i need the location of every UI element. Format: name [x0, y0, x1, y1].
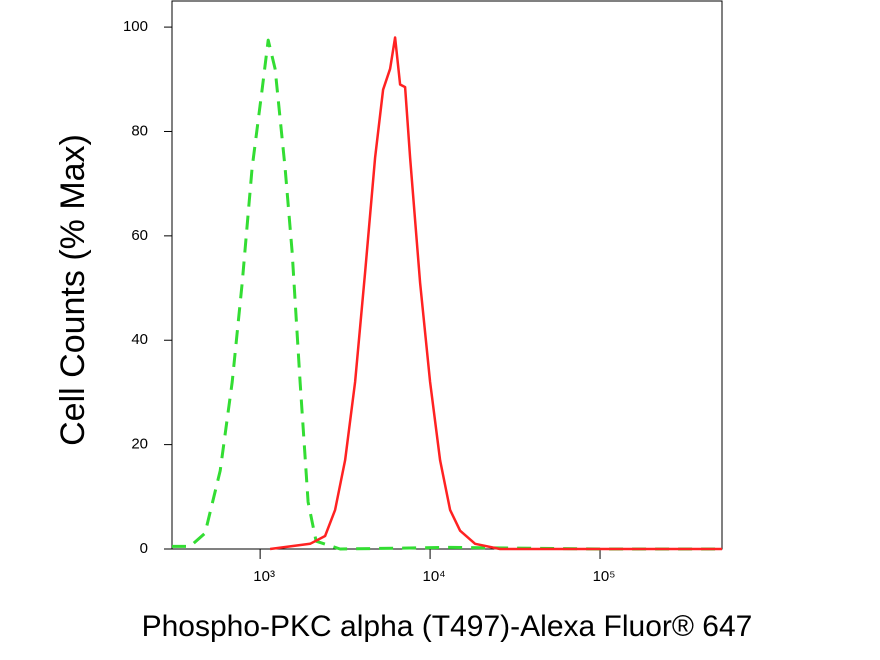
- y-tick-label: 20: [131, 436, 148, 453]
- y-tick-label: 0: [140, 540, 148, 557]
- y-tick-label: 60: [131, 227, 148, 244]
- x-tick-label: 10⁴: [423, 568, 446, 585]
- y-tick-label: 80: [131, 122, 148, 139]
- y-axis-label: Cell Counts (% Max): [54, 134, 92, 446]
- x-tick-label: 10³: [253, 568, 275, 585]
- plot-frame: [171, 0, 723, 550]
- x-axis-label: Phospho-PKC alpha (T497)-Alexa Fluor® 64…: [142, 610, 753, 643]
- x-tick-label: 10⁵: [593, 568, 616, 585]
- histogram-line: [269, 36, 722, 551]
- y-tick-label: 40: [131, 331, 148, 348]
- y-tick-label: 100: [123, 18, 148, 35]
- histogram-line: [172, 38, 722, 551]
